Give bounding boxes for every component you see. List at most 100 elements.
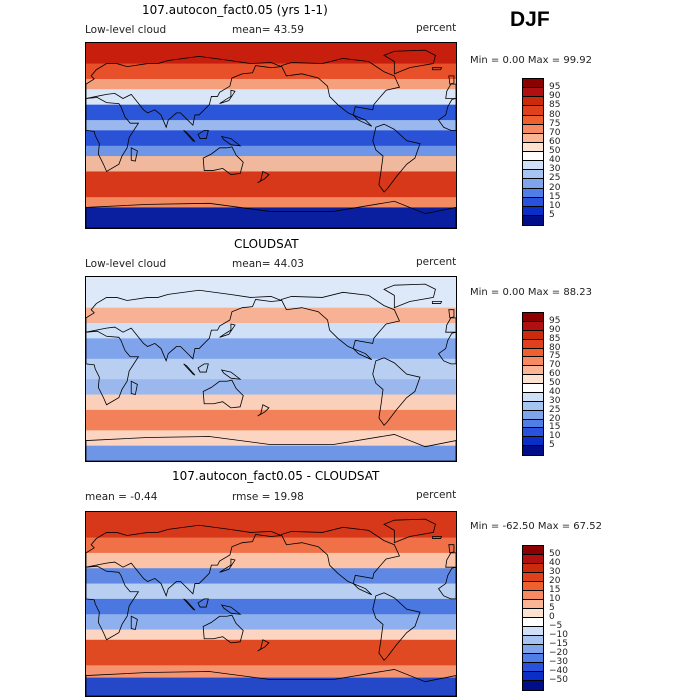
colorbar-tick-label: 90 xyxy=(549,324,561,335)
coastline-north-america xyxy=(280,526,401,596)
colorbar-swatch xyxy=(523,401,543,411)
colorbar-tick-label: 80 xyxy=(549,109,561,120)
cloud-band-1 xyxy=(86,537,456,554)
colorbar-swatch xyxy=(523,313,543,322)
cloud-band-10 xyxy=(86,197,456,208)
colorbar-swatch xyxy=(523,645,543,654)
colorbar-swatch xyxy=(523,97,543,107)
colorbar-tick-label: 20 xyxy=(549,182,561,193)
colorbar-swatch xyxy=(523,410,543,420)
colorbar-swatch xyxy=(523,437,543,447)
coastline-europe-west xyxy=(445,552,456,568)
colorbar-swatch xyxy=(523,681,543,690)
colorbar-swatch xyxy=(523,197,543,207)
colorbar-tick-label: 50 xyxy=(549,549,561,559)
variable-label: Low-level cloud xyxy=(85,24,167,36)
colorbar-tick-label: −30 xyxy=(549,657,568,667)
cloud-band-8 xyxy=(86,430,456,447)
coastline-antarctica xyxy=(86,200,456,228)
colorbar-swatch xyxy=(523,206,543,216)
colorbar-swatch xyxy=(523,321,543,331)
colorbar-swatch xyxy=(523,573,543,582)
colorbar-tick-label: 30 xyxy=(549,395,561,406)
coastline-antarctica xyxy=(86,434,456,461)
colorbar-swatch xyxy=(523,124,543,134)
cloud-band-7 xyxy=(86,145,456,157)
colorbar-swatch xyxy=(523,419,543,429)
colorbar-swatch xyxy=(523,555,543,564)
cloud-band-0 xyxy=(86,43,456,65)
cloud-band-3 xyxy=(86,568,456,585)
mean-label: mean = -0.44 xyxy=(85,491,158,503)
colorbar-tick-label: 20 xyxy=(549,576,561,586)
coastline-greenland xyxy=(383,518,436,544)
cloud-band-2 xyxy=(86,78,456,90)
colorbar-swatch xyxy=(523,672,543,681)
cloud-band-6 xyxy=(86,130,456,147)
colorbar-tick-label: 0 xyxy=(549,612,555,622)
map-svg xyxy=(86,43,456,228)
min-max-label: Min = -62.50 Max = 67.52 xyxy=(470,521,602,532)
coastline-uk xyxy=(448,309,455,319)
colorbar-tick-label: 40 xyxy=(549,155,561,166)
colorbar-swatch xyxy=(523,339,543,349)
colorbar-swatch xyxy=(523,215,543,225)
coastline-new-guinea xyxy=(220,135,242,147)
colorbar-tick-label: 10 xyxy=(549,200,561,211)
colorbar-tick-label: 75 xyxy=(549,351,561,362)
colorbar-swatch xyxy=(523,663,543,672)
cloud-band-2 xyxy=(86,552,456,569)
colorbar-tick-label: −15 xyxy=(549,639,568,649)
map-svg xyxy=(86,512,456,696)
cloud-band-4 xyxy=(86,583,456,600)
colorbar-tick-label: 80 xyxy=(549,342,561,353)
colorbar-swatch xyxy=(523,546,543,555)
panel-title: 107.autocon_fact0.05 (yrs 1-1) xyxy=(142,3,328,17)
colorbar-difference xyxy=(522,545,544,691)
coastline-africa-west xyxy=(437,566,456,600)
colorbar-tick-label: 5 xyxy=(549,603,555,613)
coastline-south-america xyxy=(372,592,421,661)
colorbar-tick-label: 15 xyxy=(549,585,561,595)
coastline-borneo xyxy=(197,129,209,139)
colorbar-swatch xyxy=(523,384,543,393)
coastline-africa-west xyxy=(437,331,456,365)
coastline-new-guinea xyxy=(220,604,242,615)
colorbar-tick-label: 95 xyxy=(549,315,561,326)
coastline-sumatra xyxy=(183,363,196,376)
colorbar-tick-label: 85 xyxy=(549,333,561,344)
colorbar-tick-label: 60 xyxy=(549,369,561,380)
colorbar-swatch xyxy=(523,170,543,180)
coastline-uk xyxy=(448,75,455,85)
colorbar-tick-label: 25 xyxy=(549,404,561,415)
colorbar-swatch xyxy=(523,106,543,116)
colorbar-swatch xyxy=(523,654,543,663)
coastline-africa xyxy=(86,330,140,406)
colorbar-tick-label: 70 xyxy=(549,127,561,138)
colorbar-swatch xyxy=(523,600,543,609)
cloud-band-10 xyxy=(86,677,456,696)
coastline-north-america xyxy=(280,58,401,127)
cloud-band-6 xyxy=(86,394,456,411)
colorbar-swatch xyxy=(523,446,543,455)
colorbar-tick-label: 60 xyxy=(549,136,561,147)
coastline-antarctica xyxy=(86,669,456,696)
coastline-sumatra xyxy=(183,598,196,611)
colorbar-tick-label: −40 xyxy=(549,666,568,676)
coastline-borneo xyxy=(197,363,209,373)
coastline-north-america xyxy=(280,291,401,361)
cloud-band-6 xyxy=(86,614,456,631)
map-difference xyxy=(85,511,457,697)
coastline-europe-west xyxy=(445,317,456,333)
coastline-madagascar xyxy=(130,380,138,396)
colorbar-swatch xyxy=(523,357,543,367)
cloud-band-1 xyxy=(86,63,456,80)
coastline-greenland xyxy=(383,283,436,309)
colorbar-swatch xyxy=(523,582,543,591)
panel-title: CLOUDSAT xyxy=(234,237,299,251)
colorbar-swatch xyxy=(523,591,543,600)
cloud-band-3 xyxy=(86,338,456,360)
colorbar-swatch xyxy=(523,179,543,189)
coastline-japan xyxy=(219,323,236,338)
cloud-band-0 xyxy=(86,512,456,539)
